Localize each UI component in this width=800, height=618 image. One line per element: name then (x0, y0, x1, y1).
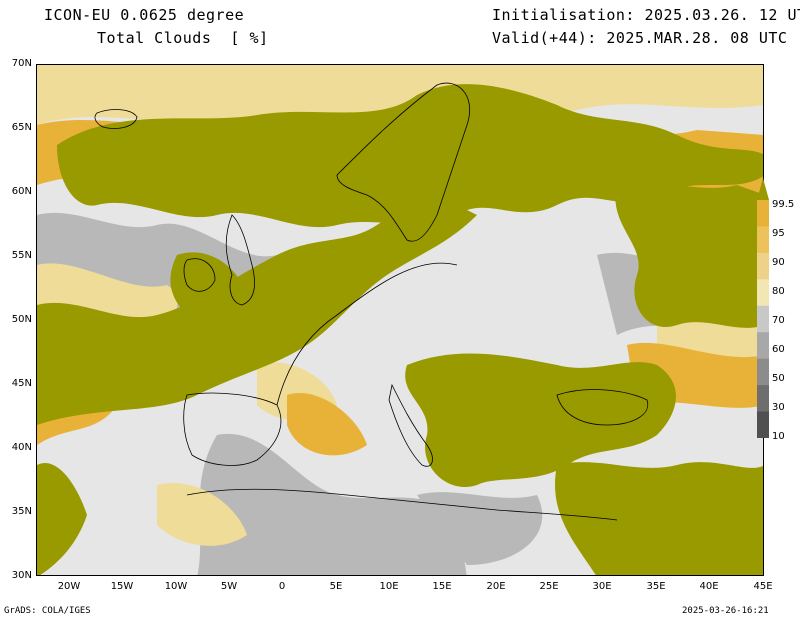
colorbar (757, 178, 769, 438)
cloud-map (36, 64, 764, 576)
lon-label: 25E (539, 581, 559, 592)
colorbar-label: 99.5 (772, 199, 795, 210)
lat-label: 30N (11, 570, 32, 581)
model-title: ICON-EU 0.0625 degree (44, 6, 245, 24)
colorbar-label: 60 (772, 344, 785, 355)
lon-label: 5W (220, 581, 238, 592)
lon-label: 40E (699, 581, 719, 592)
lon-label: 35E (646, 581, 666, 592)
overcast-cloud-layer (37, 84, 763, 575)
lat-label: 35N (11, 506, 32, 517)
lat-label: 45N (11, 378, 32, 389)
lat-label: 50N (11, 314, 32, 325)
colorbar-label: 95 (772, 228, 785, 239)
colorbar-cap (757, 178, 769, 200)
colorbar-label: 70 (772, 315, 785, 326)
lon-label: 10E (379, 581, 399, 592)
lat-label: 40N (11, 442, 32, 453)
lon-label: 15W (110, 581, 134, 592)
lat-label: 55N (11, 250, 32, 261)
colorbar-label: 80 (772, 286, 785, 297)
lon-label: 10W (164, 581, 188, 592)
lon-label: 45E (753, 581, 773, 592)
colorbar-segment (757, 252, 769, 280)
colorbar-label: 30 (772, 402, 785, 413)
lon-label: 20W (57, 581, 81, 592)
footer-credit: GrADS: COLA/IGES (4, 606, 91, 616)
colorbar-label: 50 (772, 373, 785, 384)
lon-label: 5E (329, 581, 343, 592)
colorbar-segment (757, 200, 769, 227)
colorbar-segment (757, 332, 769, 360)
lon-label: 20E (486, 581, 506, 592)
lat-label: 65N (11, 122, 32, 133)
lon-label: 15E (432, 581, 452, 592)
lat-label: 60N (11, 186, 32, 197)
colorbar-label: 90 (772, 257, 785, 268)
cloud-map-canvas (37, 65, 763, 575)
colorbar-segment (757, 385, 769, 413)
colorbar-segment (757, 358, 769, 386)
colorbar-label: 10 (772, 431, 785, 442)
field-title: Total Clouds [ %] (97, 29, 269, 47)
colorbar-segment (757, 279, 769, 307)
colorbar-segment (757, 411, 769, 438)
init-time: Initialisation: 2025.03.26. 12 UTC (492, 6, 800, 24)
lat-label: 70N (11, 58, 32, 69)
colorbar-segment (757, 226, 769, 254)
coastlines (94, 82, 649, 521)
lon-label: 0 (278, 581, 286, 592)
footer-timestamp: 2025-03-26-16:21 (682, 606, 769, 616)
colorbar-segment (757, 305, 769, 333)
valid-time: Valid(+44): 2025.MAR.28. 08 UTC (492, 29, 788, 47)
lon-label: 30E (592, 581, 612, 592)
